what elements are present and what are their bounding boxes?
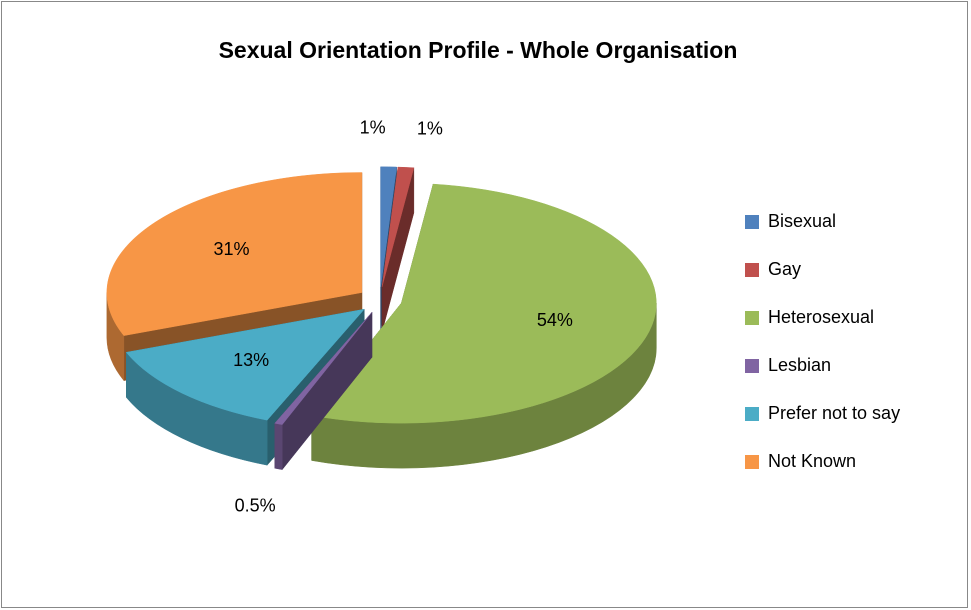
legend-swatch — [745, 407, 759, 421]
slice — [380, 166, 397, 287]
legend-swatch — [745, 455, 759, 469]
legend-swatch — [745, 215, 759, 229]
data-label: 1% — [417, 118, 443, 138]
legend-swatch — [745, 359, 759, 373]
slice — [125, 308, 365, 421]
data-label: 54% — [537, 310, 573, 330]
slice — [274, 312, 373, 425]
slice — [381, 166, 415, 287]
slice-wall — [274, 422, 283, 470]
slice — [311, 183, 657, 424]
legend-swatch — [745, 263, 759, 277]
pie — [106, 166, 657, 471]
legend-label: Bisexual — [768, 211, 836, 231]
legend-label: Gay — [768, 259, 801, 279]
chart-title: Sexual Orientation Profile - Whole Organ… — [219, 37, 738, 63]
data-label: 0.5% — [235, 496, 276, 516]
legend-label: Heterosexual — [768, 307, 874, 327]
legend-label: Lesbian — [768, 355, 831, 375]
legend-swatch — [745, 311, 759, 325]
data-label: 31% — [214, 239, 250, 259]
slice — [106, 172, 363, 336]
legend-label: Not Known — [768, 451, 856, 471]
data-label: 1% — [360, 118, 386, 138]
data-label: 13% — [233, 350, 269, 370]
legend-label: Prefer not to say — [768, 403, 900, 423]
